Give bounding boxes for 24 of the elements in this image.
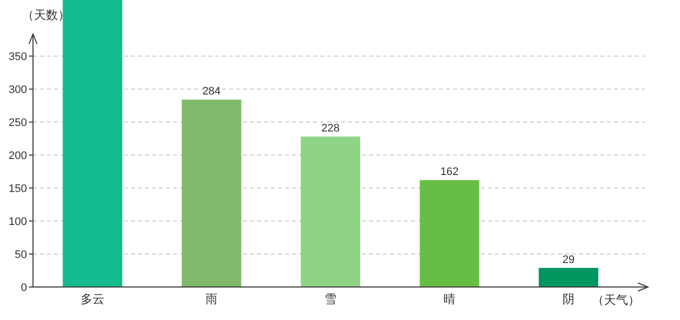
bar [538, 268, 598, 287]
y-tick-label: 0 [20, 282, 27, 294]
data-label: 162 [440, 166, 459, 178]
y-tick-label: 300 [8, 84, 27, 96]
bar [300, 136, 360, 287]
x-tick-label: 雪 [324, 292, 336, 306]
x-tick-label: 雨 [206, 292, 218, 306]
y-tick-label: 100 [8, 216, 27, 228]
y-tick-label: 200 [8, 150, 27, 162]
data-label: 284 [202, 86, 221, 98]
x-tick-label: 晴 [444, 292, 456, 306]
x-tick-label: 多云 [80, 292, 104, 306]
x-axis-title: （天气） [592, 293, 640, 307]
x-tick-label: 阴 [562, 292, 574, 306]
y-tick-label: 250 [8, 116, 27, 129]
y-axis-title: （天数） [22, 8, 70, 22]
data-label: 29 [562, 254, 575, 266]
y-tick-label: 150 [8, 182, 27, 195]
bar [420, 180, 480, 287]
bar [62, 0, 122, 287]
data-label: 228 [321, 122, 340, 135]
y-tick-label: 50 [14, 248, 27, 261]
y-tick-label: 350 [8, 50, 27, 63]
bar [182, 100, 242, 287]
